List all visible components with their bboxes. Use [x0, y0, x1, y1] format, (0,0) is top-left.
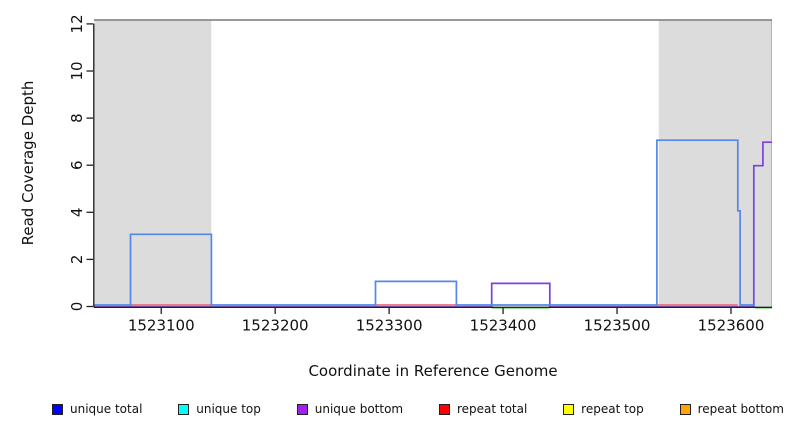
x-tick-label: 1523500 — [584, 317, 651, 335]
legend-label-repeat-top: repeat top — [581, 402, 644, 416]
legend-swatch-repeat-total — [438, 403, 450, 415]
legend-label-unique-bottom: unique bottom — [314, 402, 404, 416]
legend-swatch-unique-total — [52, 403, 63, 415]
x-tick-label: 1523200 — [242, 317, 309, 335]
legend-item-repeat-bottom: repeat bottom — [679, 402, 784, 416]
y-tick-label: 10 — [68, 61, 86, 80]
x-tick-label: 1523600 — [698, 317, 765, 335]
x-tick-label: 1523400 — [470, 317, 537, 335]
legend-swatch-repeat-bottom — [679, 403, 691, 415]
legend-item-unique-total: unique total — [52, 402, 142, 416]
y-axis-label: Read Coverage Depth — [19, 80, 37, 246]
y-tick-label: 12 — [68, 14, 86, 33]
legend-swatch-unique-top — [178, 403, 190, 415]
y-tick-label: 2 — [68, 255, 86, 265]
plot-area: 1523100 1523200 1523300 1523400 1523500 15236… — [68, 14, 772, 335]
legend: unique total unique top unique bottom repea… — [52, 400, 784, 418]
y-tick-label: 0 — [68, 302, 86, 312]
legend-label-repeat-bottom: repeat bottom — [697, 402, 784, 416]
legend-swatch-repeat-top — [563, 403, 575, 415]
shaded-region — [94, 20, 212, 307]
x-tick-label: 1523300 — [356, 317, 423, 335]
legend-item-repeat-top: repeat top — [563, 402, 644, 416]
legend-item-unique-bottom: unique bottom — [296, 402, 404, 416]
y-tick-label: 8 — [68, 113, 86, 123]
legend-label-unique-top: unique top — [196, 402, 261, 416]
x-tick-label: 1523100 — [128, 317, 195, 335]
legend-label-repeat-total: repeat total — [456, 402, 528, 416]
x-axis-label: Coordinate in Reference Genome — [308, 362, 558, 380]
legend-swatch-unique-bottom — [296, 403, 308, 415]
shaded-region — [658, 20, 772, 307]
series-unique-total — [94, 139, 755, 306]
y-tick-label: 6 — [68, 160, 86, 170]
legend-item-unique-top: unique top — [178, 402, 261, 416]
legend-label-unique-total: unique total — [70, 402, 143, 416]
legend-item-repeat-total: repeat total — [438, 402, 528, 416]
y-tick-label: 4 — [68, 208, 86, 218]
